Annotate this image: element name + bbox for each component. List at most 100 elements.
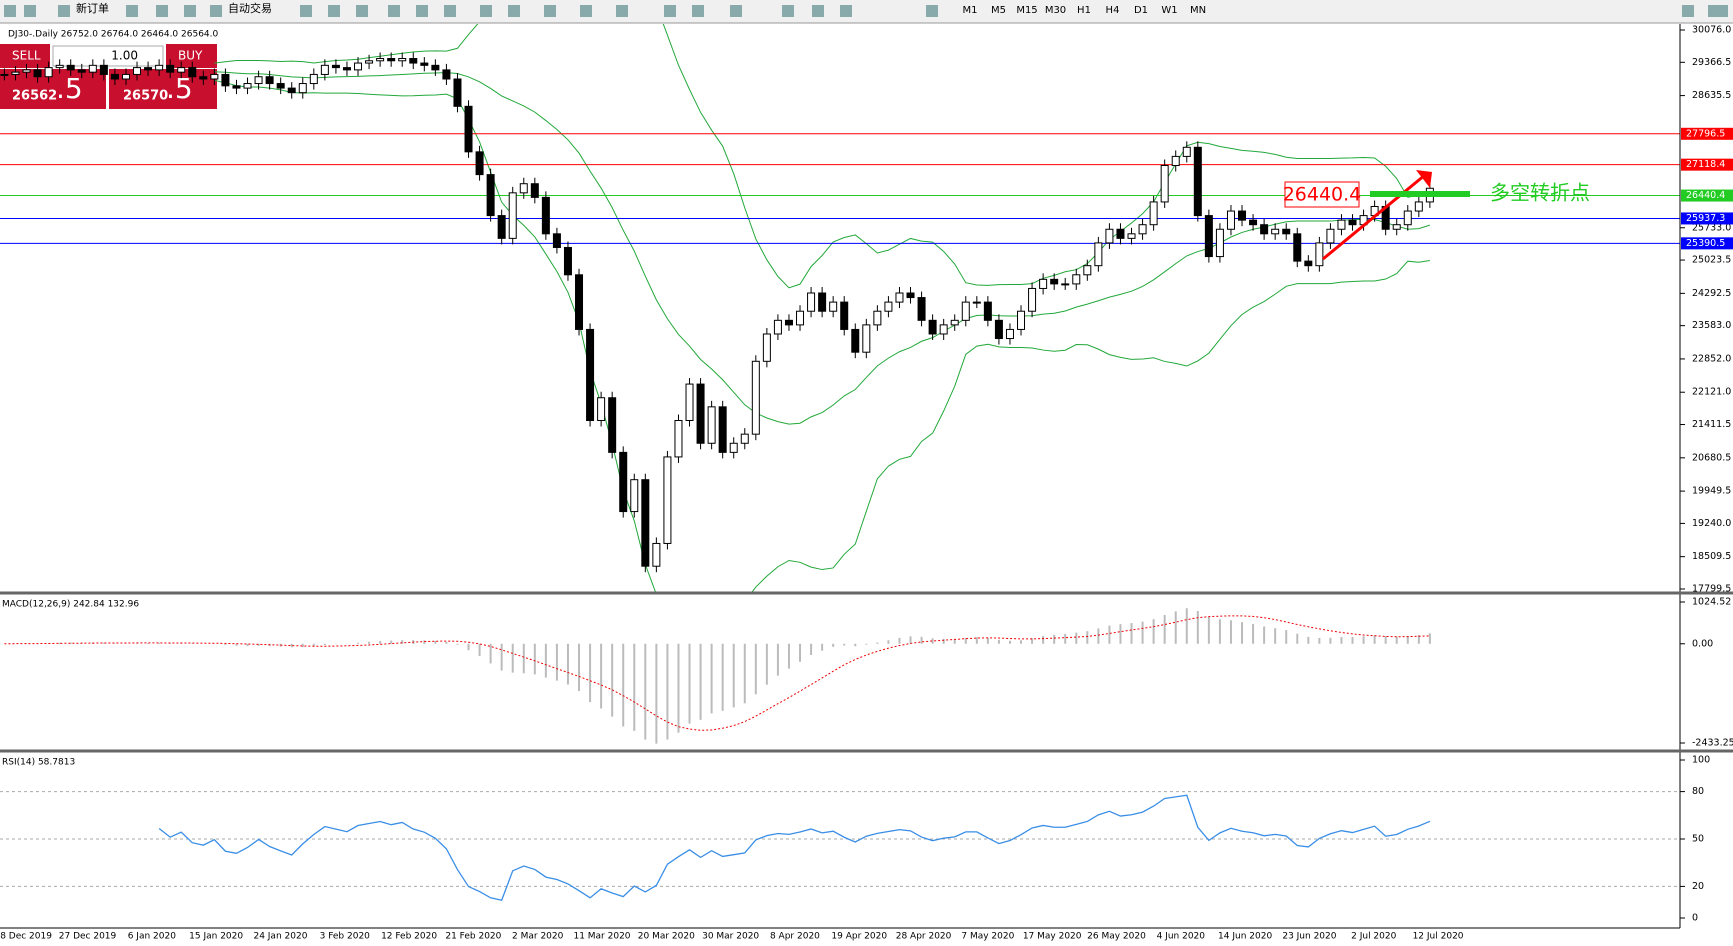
timeframe[interactable]: M30 [1045, 5, 1066, 16]
candle-body [917, 297, 926, 321]
candle-body [320, 64, 329, 75]
sell-button[interactable] [0, 44, 50, 68]
candle-body [1348, 219, 1357, 226]
candle-body [1028, 287, 1037, 312]
candle-body [740, 433, 749, 444]
candle-body [420, 62, 429, 66]
timeframe[interactable]: H1 [1077, 5, 1091, 16]
candle-body [552, 233, 561, 248]
bid-box[interactable] [0, 69, 106, 109]
lots-value[interactable]: 1.00 [111, 49, 138, 63]
x-tick-label: 19 Apr 2020 [831, 932, 887, 942]
auto-trading[interactable]: 自动交易 [228, 1, 272, 15]
candle-body [144, 67, 153, 71]
x-tick-label: 12 Feb 2020 [381, 932, 437, 942]
timeframes: M1 M5 M15 M30 H1 H4 D1 W1 MN [963, 5, 1207, 16]
candle-body [608, 397, 617, 453]
buy-button[interactable] [166, 44, 217, 68]
bid-price: 26562 [12, 89, 57, 104]
x-tick-label: 15 Jan 2020 [189, 932, 243, 942]
candle-body [862, 324, 871, 353]
candle-body [431, 64, 440, 71]
candle-body [1138, 224, 1147, 235]
x-tick-label: 21 Feb 2020 [445, 932, 501, 942]
candle-body [1249, 219, 1258, 226]
y-tick-label: 1024.52 [1692, 597, 1731, 608]
candle-body [1193, 146, 1202, 217]
candle-body [254, 76, 263, 85]
rsi-title: RSI(14) 58.7813 [2, 758, 75, 768]
candle-body [453, 78, 462, 107]
y-tick-label: 24292.5 [1692, 288, 1731, 299]
bollinger-band [214, 71, 1431, 425]
candle-body [376, 58, 385, 62]
candle-body [1072, 274, 1081, 285]
candle-body [884, 301, 893, 312]
timeframe[interactable]: MN [1190, 5, 1206, 16]
candle-body [22, 69, 31, 73]
candle-body [508, 192, 517, 239]
timeframe[interactable]: M15 [1016, 5, 1037, 16]
candle-body [972, 301, 981, 304]
candle-body [1005, 328, 1014, 340]
candle-body [1204, 215, 1213, 258]
candle-body [652, 542, 661, 567]
candle-body [541, 196, 550, 235]
new-order[interactable]: 新订单 [76, 1, 109, 15]
candle-body [331, 64, 340, 69]
candle-body [928, 319, 937, 335]
candle-body [298, 83, 307, 94]
candle-body [840, 301, 849, 330]
bid-pips: .5 [56, 72, 83, 105]
candle-body [1039, 278, 1048, 289]
candle-body [1403, 210, 1412, 226]
candle-body [1315, 242, 1324, 267]
arrow-head [1416, 170, 1432, 188]
buy-label[interactable]: BUY [178, 49, 203, 63]
toolbar [0, 0, 1733, 23]
sell-label[interactable]: SELL [12, 49, 41, 63]
candle-body [873, 310, 882, 326]
x-tick-label: 24 Jan 2020 [253, 932, 307, 942]
candle-body [309, 73, 318, 85]
candle-body [762, 333, 771, 362]
macd-signal [4, 615, 1430, 731]
level-label: 27118.4 [1686, 159, 1725, 170]
candle-body [210, 73, 219, 80]
price-panel [0, 24, 1680, 592]
timeframe[interactable]: W1 [1161, 5, 1177, 16]
timeframe[interactable]: D1 [1134, 5, 1148, 16]
y-tick-label: 100 [1692, 755, 1710, 766]
rsi-line [158, 794, 1431, 902]
candle-body [1282, 228, 1291, 235]
candle-body [497, 215, 506, 239]
candle-body [718, 406, 727, 453]
level-label: 25390.5 [1686, 238, 1725, 249]
candle-body [442, 69, 451, 80]
bollinger-band [214, 24, 1431, 289]
x-tick-label: 27 Dec 2019 [59, 932, 117, 942]
candle-body [464, 105, 473, 153]
candle-body [1171, 155, 1180, 167]
candle-body [398, 58, 407, 62]
candle-body [99, 64, 108, 75]
candle-body [696, 383, 705, 444]
candle-body [287, 87, 296, 94]
y-tick-label: 18509.5 [1692, 551, 1731, 562]
lots-input[interactable] [52, 45, 164, 67]
candle-body [1337, 219, 1346, 230]
timeframe[interactable]: M5 [991, 5, 1006, 16]
x-tick-label: 26 May 2020 [1087, 932, 1146, 942]
trend-arrow [1322, 173, 1426, 261]
candle-body [232, 85, 241, 89]
timeframe[interactable]: H4 [1106, 5, 1120, 16]
x-tick-label: 14 Jun 2020 [1218, 932, 1272, 942]
y-tick-label: 19949.5 [1692, 486, 1731, 497]
candle-body [188, 67, 197, 78]
x-tick-label: 6 Jan 2020 [128, 932, 176, 942]
candle-body [851, 328, 860, 353]
timeframe[interactable]: M1 [963, 5, 978, 16]
candle-body [961, 301, 970, 321]
candle-body [475, 151, 484, 176]
candle-body [1083, 265, 1092, 276]
